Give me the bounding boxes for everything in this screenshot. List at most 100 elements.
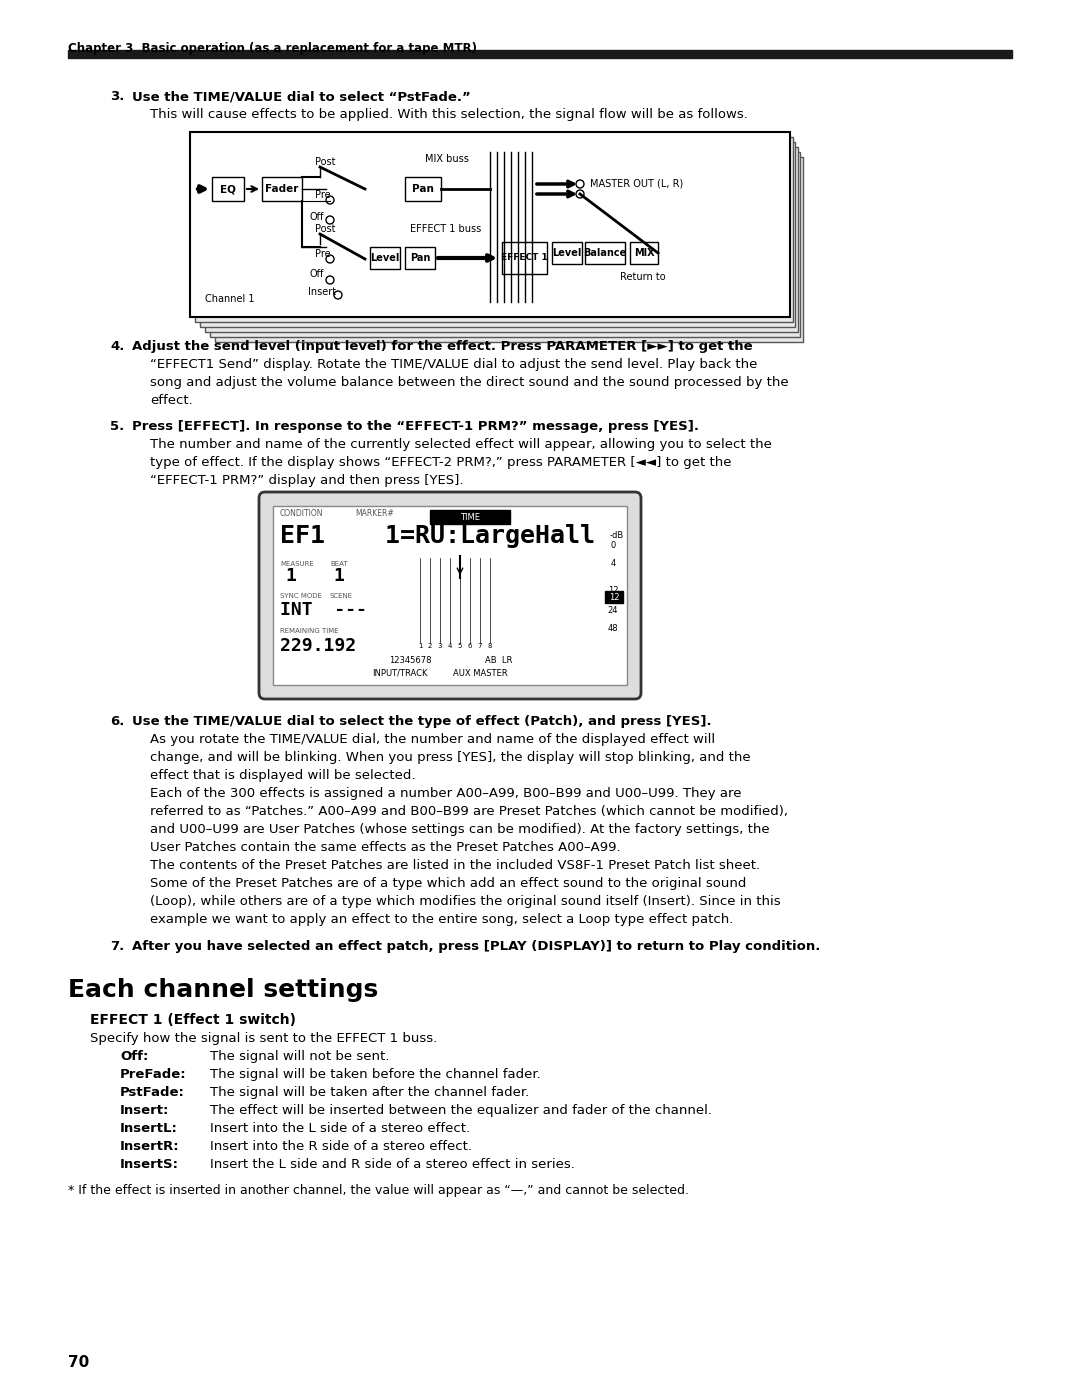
- Text: 12: 12: [609, 592, 619, 602]
- Text: Insert: Insert: [308, 286, 336, 298]
- Text: change, and will be blinking. When you press [YES], the display will stop blinki: change, and will be blinking. When you p…: [150, 752, 751, 764]
- Text: Post: Post: [315, 156, 336, 168]
- Text: EFFECT 1 (Effect 1 switch): EFFECT 1 (Effect 1 switch): [90, 1013, 296, 1027]
- Text: 4: 4: [610, 559, 616, 569]
- Text: Use the TIME/VALUE dial to select the type of effect (Patch), and press [YES].: Use the TIME/VALUE dial to select the ty…: [132, 715, 712, 728]
- Text: AUX MASTER: AUX MASTER: [453, 669, 508, 678]
- Text: Insert the L side and R side of a stereo effect in series.: Insert the L side and R side of a stereo…: [210, 1158, 575, 1171]
- Text: The number and name of the currently selected effect will appear, allowing you t: The number and name of the currently sel…: [150, 439, 772, 451]
- Text: 7.: 7.: [110, 940, 124, 953]
- Bar: [210, 152, 800, 337]
- Text: 1: 1: [285, 567, 296, 585]
- Bar: [215, 156, 802, 342]
- Bar: [370, 247, 400, 270]
- Text: example we want to apply an effect to the entire song, select a Loop type effect: example we want to apply an effect to th…: [150, 914, 733, 926]
- Text: effect that is displayed will be selected.: effect that is displayed will be selecte…: [150, 768, 416, 782]
- Text: As you rotate the TIME/VALUE dial, the number and name of the displayed effect w: As you rotate the TIME/VALUE dial, the n…: [150, 733, 715, 746]
- Text: song and adjust the volume balance between the direct sound and the sound proces: song and adjust the volume balance betwe…: [150, 376, 788, 388]
- Text: INT  ---: INT ---: [280, 601, 367, 619]
- Text: User Patches contain the same effects as the Preset Patches A00–A99.: User Patches contain the same effects as…: [150, 841, 621, 854]
- Text: The contents of the Preset Patches are listed in the included VS8F-1 Preset Patc: The contents of the Preset Patches are l…: [150, 859, 760, 872]
- Text: EF1    1=RU:LargeHall: EF1 1=RU:LargeHall: [280, 524, 595, 548]
- Text: Level: Level: [552, 249, 582, 258]
- Text: Post: Post: [315, 224, 336, 235]
- Text: Each of the 300 effects is assigned a number A00–A99, B00–B99 and U00–U99. They : Each of the 300 effects is assigned a nu…: [150, 787, 742, 800]
- Text: 24: 24: [608, 606, 618, 615]
- Text: 2: 2: [428, 643, 432, 650]
- Text: MASTER OUT (L, R): MASTER OUT (L, R): [590, 177, 684, 189]
- Text: SCENE: SCENE: [330, 592, 353, 599]
- Bar: [200, 142, 795, 327]
- Text: BEAT: BEAT: [330, 562, 348, 567]
- Bar: [605, 591, 623, 604]
- Text: InsertL:: InsertL:: [120, 1122, 178, 1134]
- Text: 5: 5: [458, 643, 462, 650]
- Text: SYNC MODE: SYNC MODE: [280, 592, 322, 599]
- Text: (Loop), while others are of a type which modifies the original sound itself (Ins: (Loop), while others are of a type which…: [150, 895, 781, 908]
- Text: TIME: TIME: [460, 513, 480, 521]
- Text: Off: Off: [310, 212, 324, 222]
- Text: 7: 7: [477, 643, 483, 650]
- Text: referred to as “Patches.” A00–A99 and B00–B99 are Preset Patches (which cannot b: referred to as “Patches.” A00–A99 and B0…: [150, 805, 788, 819]
- Text: effect.: effect.: [150, 394, 192, 407]
- Text: 70: 70: [68, 1355, 90, 1370]
- Text: * If the effect is inserted in another channel, the value will appear as “—,” an: * If the effect is inserted in another c…: [68, 1185, 689, 1197]
- Text: 4: 4: [448, 643, 453, 650]
- Bar: [405, 247, 435, 270]
- Text: Use the TIME/VALUE dial to select “PstFade.”: Use the TIME/VALUE dial to select “PstFa…: [132, 89, 471, 103]
- Text: -dB: -dB: [610, 531, 624, 541]
- Text: The signal will be taken after the channel fader.: The signal will be taken after the chann…: [210, 1085, 529, 1099]
- Text: REMAINING TIME: REMAINING TIME: [280, 629, 339, 634]
- Bar: [205, 147, 797, 332]
- Bar: [68, 50, 1012, 59]
- Bar: [502, 242, 546, 274]
- Text: Pan: Pan: [409, 253, 430, 263]
- Text: PreFade:: PreFade:: [120, 1067, 187, 1081]
- Text: 6.: 6.: [110, 715, 124, 728]
- Text: 229.192: 229.192: [280, 637, 356, 655]
- Bar: [273, 506, 627, 685]
- Text: Return to: Return to: [620, 272, 665, 282]
- Text: 8: 8: [488, 643, 492, 650]
- Text: Each channel settings: Each channel settings: [68, 978, 378, 1002]
- Text: The effect will be inserted between the equalizer and fader of the channel.: The effect will be inserted between the …: [210, 1104, 712, 1118]
- Text: Insert into the L side of a stereo effect.: Insert into the L side of a stereo effec…: [210, 1122, 470, 1134]
- Text: Pre: Pre: [315, 190, 330, 200]
- Text: 48: 48: [608, 624, 619, 633]
- Bar: [552, 242, 582, 264]
- Text: Some of the Preset Patches are of a type which add an effect sound to the origin: Some of the Preset Patches are of a type…: [150, 877, 746, 890]
- Text: The signal will be taken before the channel fader.: The signal will be taken before the chan…: [210, 1067, 541, 1081]
- Text: Level: Level: [370, 253, 400, 263]
- Bar: [262, 177, 302, 201]
- Bar: [190, 131, 789, 317]
- Text: 3.: 3.: [110, 89, 124, 103]
- Text: Pan: Pan: [413, 184, 434, 194]
- Text: 12345678: 12345678: [389, 657, 431, 665]
- Text: CONDITION: CONDITION: [280, 509, 324, 518]
- Text: MARKER#: MARKER#: [355, 509, 394, 518]
- Text: Off: Off: [310, 270, 324, 279]
- Text: 4.: 4.: [110, 339, 124, 353]
- Text: After you have selected an effect patch, press [PLAY (DISPLAY)] to return to Pla: After you have selected an effect patch,…: [132, 940, 821, 953]
- Text: Balance: Balance: [583, 249, 626, 258]
- Text: Insert into the R side of a stereo effect.: Insert into the R side of a stereo effec…: [210, 1140, 472, 1153]
- FancyBboxPatch shape: [259, 492, 642, 698]
- Text: Channel 1: Channel 1: [205, 293, 255, 305]
- Text: The signal will not be sent.: The signal will not be sent.: [210, 1051, 390, 1063]
- Text: This will cause effects to be applied. With this selection, the signal flow will: This will cause effects to be applied. W…: [150, 108, 747, 122]
- Text: EQ: EQ: [220, 184, 235, 194]
- Bar: [212, 177, 244, 201]
- Text: EFFECT 1 buss: EFFECT 1 buss: [410, 224, 482, 235]
- Text: Pre: Pre: [315, 249, 330, 258]
- Text: 1: 1: [418, 643, 422, 650]
- Text: Insert:: Insert:: [120, 1104, 170, 1118]
- Text: AB  LR: AB LR: [485, 657, 512, 665]
- Text: 0: 0: [610, 541, 616, 550]
- Text: Press [EFFECT]. In response to the “EFFECT-1 PRM?” message, press [YES].: Press [EFFECT]. In response to the “EFFE…: [132, 420, 699, 433]
- Text: EFFECT 1: EFFECT 1: [501, 253, 548, 263]
- Text: Specify how the signal is sent to the EFFECT 1 buss.: Specify how the signal is sent to the EF…: [90, 1032, 437, 1045]
- Text: InsertR:: InsertR:: [120, 1140, 179, 1153]
- Text: INPUT/TRACK: INPUT/TRACK: [373, 669, 428, 678]
- Text: 3: 3: [437, 643, 442, 650]
- Text: MIX buss: MIX buss: [426, 154, 469, 163]
